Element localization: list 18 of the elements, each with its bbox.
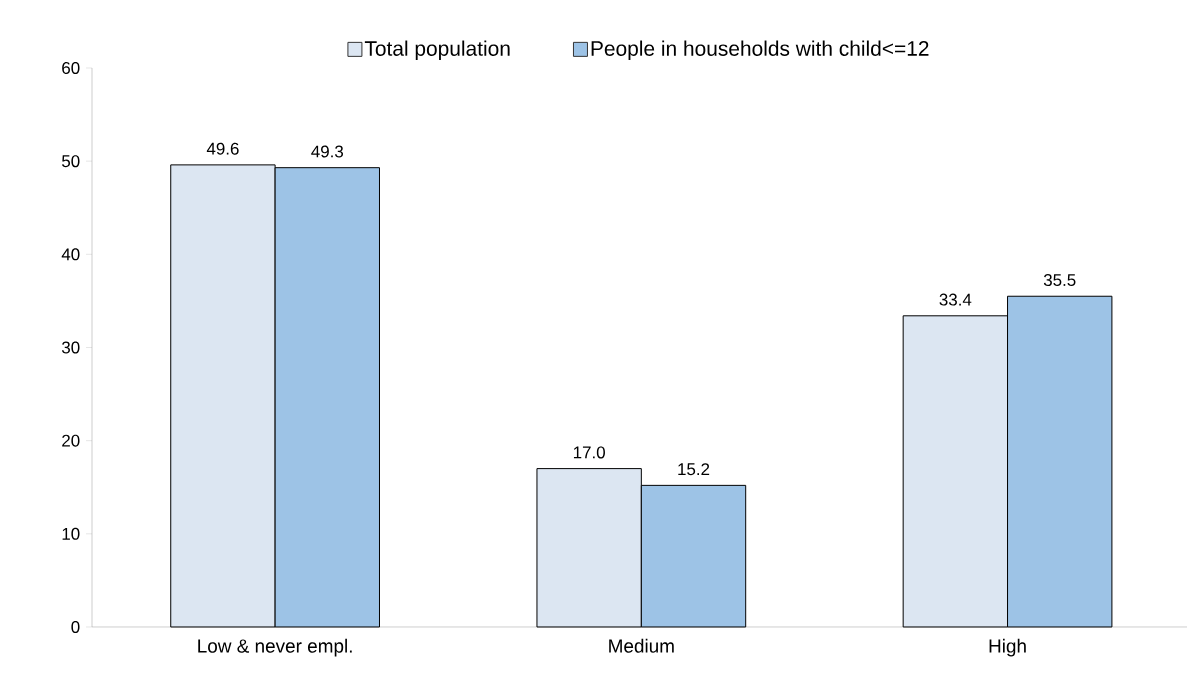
y-tick-label: 60 <box>62 61 80 74</box>
x-tick-label: High <box>989 638 1026 657</box>
data-label: 49.3 <box>311 145 344 158</box>
legend-label: Total population <box>364 40 510 61</box>
x-tick-label: Low & never empl. <box>198 638 352 657</box>
y-tick-label: 40 <box>61 248 80 261</box>
x-tick-label: Medium <box>609 638 674 653</box>
data-label: 17.0 <box>573 446 605 459</box>
y-tick-label: 0 <box>71 620 80 633</box>
y-tick-label: 20 <box>62 434 80 447</box>
data-label: 15.2 <box>678 463 710 476</box>
data-label: 33.4 <box>939 293 972 306</box>
y-tick-label: 50 <box>62 155 80 168</box>
y-tick-label: 10 <box>62 527 80 540</box>
data-label: 35.5 <box>1043 274 1076 287</box>
data-label: 49.6 <box>206 142 239 155</box>
legend-label: People in households with child<=12 <box>591 40 929 61</box>
y-tick-label: 30 <box>61 341 80 354</box>
